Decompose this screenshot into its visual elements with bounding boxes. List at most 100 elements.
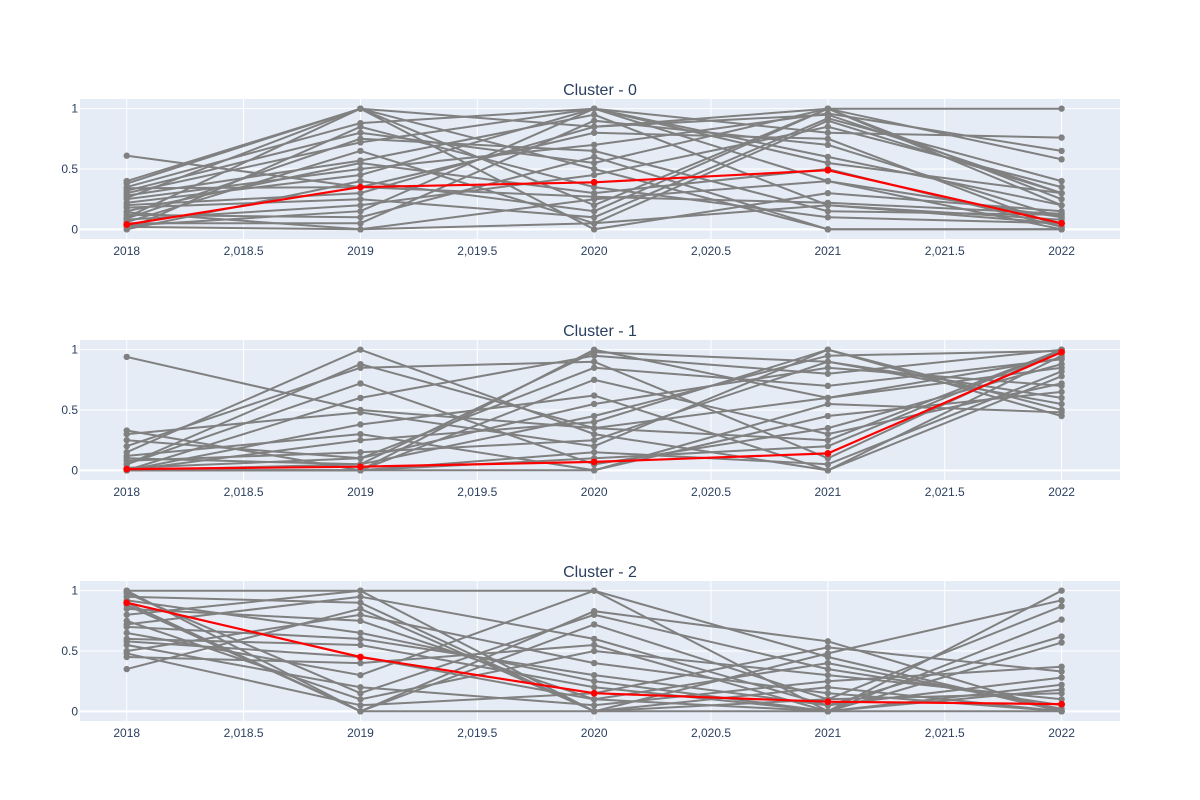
x-tick-label: 2018	[113, 485, 140, 499]
series-point	[1058, 202, 1065, 209]
series-point	[824, 177, 832, 185]
series-point	[590, 430, 598, 438]
series-point	[357, 135, 364, 143]
series-point	[590, 647, 598, 655]
series-point	[590, 587, 598, 594]
series-point	[1058, 603, 1065, 610]
series-point	[123, 638, 130, 645]
centroid-point	[824, 166, 832, 174]
series-point	[824, 382, 832, 390]
series-point	[590, 147, 598, 155]
subplot-title: Cluster - 0	[563, 82, 637, 99]
series-point	[357, 129, 364, 136]
series-point	[1058, 705, 1065, 713]
series-point	[123, 436, 130, 444]
series-point	[357, 195, 364, 203]
series-point	[1058, 134, 1065, 141]
series-point	[357, 202, 364, 209]
series-point	[824, 436, 832, 444]
series-point	[590, 412, 598, 420]
x-tick-label: 2022	[1048, 726, 1075, 740]
series-point	[590, 358, 598, 365]
series-point	[824, 159, 832, 167]
subplot-2: Cluster - 2 2018 2,018.5 2019 2,019.5 2020 2,0…	[61, 564, 1120, 740]
series-point	[357, 659, 364, 667]
series-point	[1058, 147, 1065, 155]
series-point	[824, 189, 832, 197]
series-point	[824, 370, 832, 377]
series-point	[1058, 409, 1065, 416]
series-point	[123, 611, 130, 618]
series-point	[824, 346, 832, 353]
series-point	[1058, 354, 1065, 362]
series-point	[123, 443, 130, 450]
series-point	[590, 400, 598, 408]
y-tick-label: 0	[71, 463, 78, 477]
x-tick-label: 2,019.5	[457, 244, 497, 258]
series-point	[590, 392, 598, 399]
series-point	[590, 424, 598, 432]
series-point	[1058, 189, 1065, 197]
series-point	[1058, 105, 1065, 112]
centroid-point	[123, 465, 131, 473]
centroid-point	[357, 463, 364, 471]
series-point	[357, 587, 364, 594]
x-tick-label: 2020	[581, 726, 608, 740]
series-point	[590, 141, 598, 149]
x-tick-label: 2019	[347, 244, 374, 258]
centroid-point	[824, 698, 832, 706]
series-point	[824, 226, 832, 233]
series-point	[824, 677, 832, 685]
series-point	[1058, 639, 1065, 646]
series-point	[123, 589, 130, 597]
series-point	[824, 208, 832, 215]
centroid-point	[590, 178, 598, 186]
series-point	[590, 702, 598, 709]
x-tick-label: 2019	[347, 726, 374, 740]
series-point	[590, 436, 598, 444]
series-point	[357, 696, 364, 703]
series-point	[1058, 183, 1065, 191]
series-point	[357, 123, 364, 130]
x-tick-label: 2018	[113, 726, 140, 740]
series-point	[357, 702, 364, 709]
x-tick-label: 2022	[1048, 485, 1075, 499]
series-point	[357, 690, 364, 697]
series-point	[123, 629, 130, 637]
series-point	[824, 671, 832, 679]
series-point	[1058, 195, 1065, 203]
series-point	[357, 455, 364, 462]
series-point	[123, 665, 130, 673]
x-tick-label: 2,020.5	[691, 726, 731, 740]
subplot-title: Cluster - 1	[563, 323, 637, 340]
x-tick-label: 2021	[815, 244, 842, 258]
subplot-0: Cluster - 0 2018 2,018.5 2019 2,019.5 2020 2,0…	[61, 82, 1120, 258]
subplot-title: Cluster - 2	[563, 564, 637, 581]
series-point	[824, 638, 832, 645]
series-point	[590, 123, 598, 130]
x-tick-label: 2022	[1048, 244, 1075, 258]
series-point	[590, 202, 598, 209]
series-point	[824, 708, 832, 715]
series-point	[1058, 681, 1065, 688]
x-tick-label: 2,021.5	[925, 726, 965, 740]
x-tick-label: 2,020.5	[691, 244, 731, 258]
series-point	[1058, 597, 1065, 604]
centroid-point	[1058, 348, 1065, 356]
x-tick-label: 2020	[581, 485, 608, 499]
series-point	[824, 424, 832, 432]
series-point	[824, 400, 832, 408]
x-tick-label: 2021	[815, 485, 842, 499]
series-point	[824, 110, 832, 117]
series-point	[123, 353, 130, 361]
series-point	[357, 430, 364, 438]
series-point	[357, 671, 364, 679]
series-point	[1058, 394, 1065, 402]
series-point	[824, 412, 832, 420]
series-point	[590, 621, 598, 628]
series-point	[123, 653, 130, 661]
series-point	[590, 153, 598, 161]
series-point	[590, 220, 598, 227]
series-point	[1058, 388, 1065, 396]
x-tick-label: 2019	[347, 485, 374, 499]
